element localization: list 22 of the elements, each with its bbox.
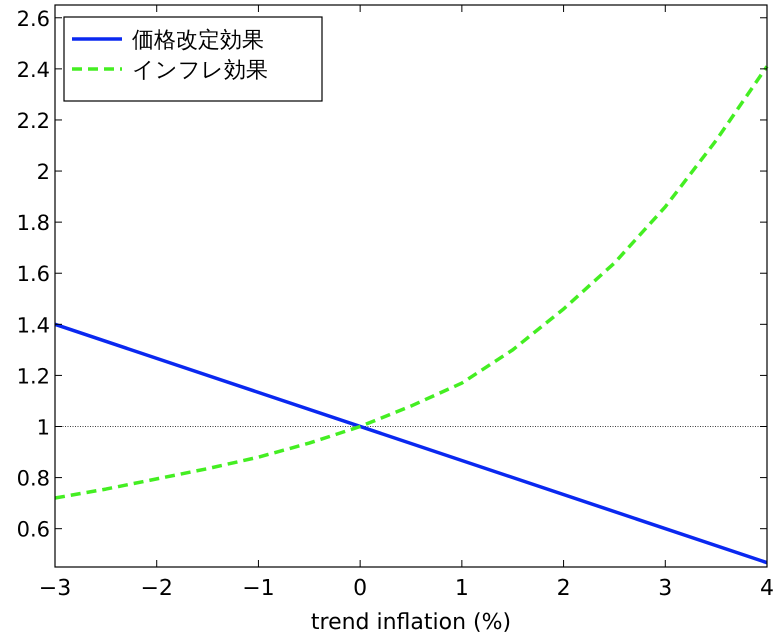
y-tick-label: 2.4 [16, 58, 50, 82]
x-tick-label: −2 [140, 576, 173, 601]
y-tick-label: 1.6 [16, 262, 50, 286]
x-tick-label: 3 [658, 576, 672, 601]
x-tick-label: 4 [760, 576, 774, 601]
y-tick-label: 1 [36, 416, 50, 440]
y-tick-label: 2.6 [16, 6, 50, 31]
legend-label: 価格改定効果 [132, 28, 264, 53]
y-tick-label: 0.8 [16, 466, 50, 491]
y-tick-label: 0.6 [16, 518, 50, 542]
y-tick-label: 2 [36, 160, 50, 184]
legend-label: インフレ効果 [132, 58, 268, 83]
y-tick-label: 2.2 [16, 108, 50, 133]
x-axis-title: trend inflation (%) [310, 610, 512, 635]
x-tick-label: −3 [38, 576, 72, 601]
x-tick-label: 2 [556, 576, 571, 601]
y-tick-label: 1.2 [16, 364, 50, 388]
x-tick-label: 1 [454, 576, 469, 601]
y-tick-label: 1.4 [16, 313, 50, 338]
y-tick-label: 1.8 [16, 211, 50, 236]
x-tick-label: −1 [242, 576, 275, 601]
x-tick-label: 0 [353, 576, 368, 601]
